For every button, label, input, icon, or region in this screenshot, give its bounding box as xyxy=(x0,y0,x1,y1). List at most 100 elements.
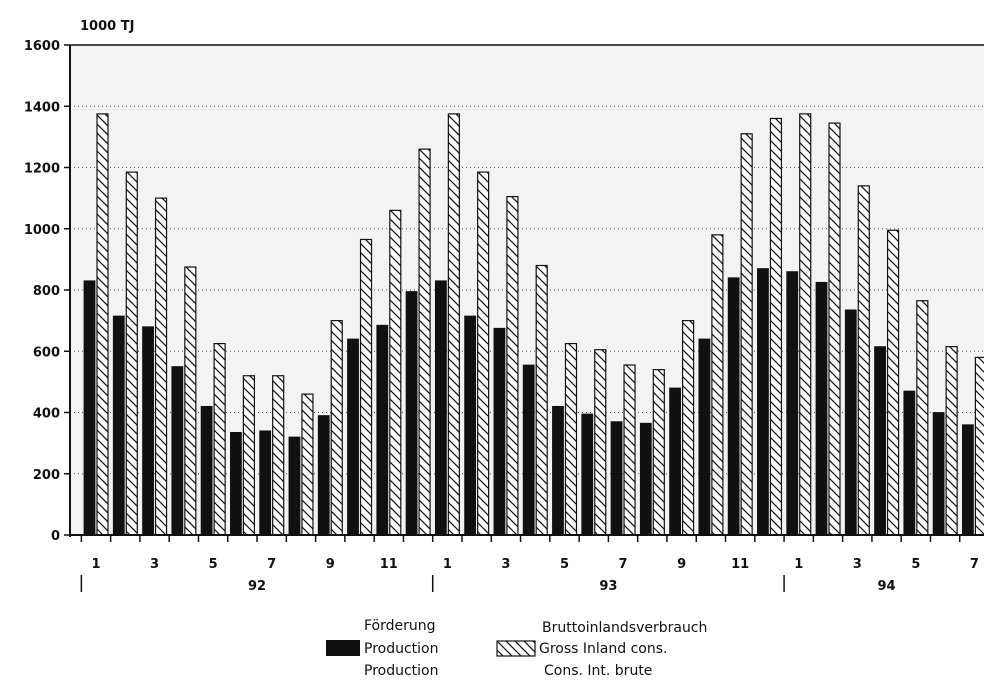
x-month-label: 7 xyxy=(267,557,276,572)
bar-consumption xyxy=(506,195,519,536)
bar-production xyxy=(844,309,857,536)
x-month-label: 1 xyxy=(91,557,100,572)
x-month-label: 5 xyxy=(911,557,920,572)
bar-production xyxy=(669,387,681,536)
x-year-label: 94 xyxy=(878,579,896,594)
bar-consumption xyxy=(272,375,285,536)
bar-consumption xyxy=(769,117,783,536)
bar-production xyxy=(522,364,535,536)
y-tick-label: 400 xyxy=(33,407,60,422)
bar-production xyxy=(142,326,154,536)
y-axis-unit-label: 1000 TJ xyxy=(80,19,134,34)
x-month-label: 11 xyxy=(731,557,749,572)
y-tick-label: 1400 xyxy=(24,100,60,115)
bar-consumption xyxy=(886,229,900,536)
bar-consumption xyxy=(477,171,490,536)
bar-production xyxy=(962,424,974,536)
bar-production xyxy=(581,413,594,536)
y-tick-label: 800 xyxy=(33,284,60,299)
bar-production xyxy=(727,277,740,536)
bar-consumption xyxy=(681,320,695,536)
bar-consumption xyxy=(154,197,168,536)
bar-production xyxy=(786,271,799,536)
x-month-label: 7 xyxy=(619,557,628,572)
y-tick-label: 600 xyxy=(33,345,60,360)
bar-consumption xyxy=(594,349,607,536)
x-month-label: 3 xyxy=(853,557,862,572)
bar-production xyxy=(83,280,96,536)
bar-consumption xyxy=(623,364,636,536)
bar-consumption xyxy=(711,234,724,536)
y-tick-label: 200 xyxy=(33,468,60,483)
bar-consumption xyxy=(125,171,138,536)
legend-production-swatch xyxy=(326,640,360,656)
bar-production xyxy=(200,405,213,536)
bar-consumption xyxy=(828,122,841,536)
legend-consumption-label: Bruttoinlandsverbrauch xyxy=(542,620,707,636)
bar-production xyxy=(171,366,184,536)
bar-production xyxy=(903,390,916,536)
y-tick-label: 0 xyxy=(51,529,60,544)
y-tick-label: 1000 xyxy=(24,223,60,238)
bar-consumption xyxy=(535,264,548,536)
bar-consumption xyxy=(330,320,343,536)
bar-consumption xyxy=(799,113,812,536)
x-month-label: 3 xyxy=(150,557,159,572)
bar-production xyxy=(610,421,623,536)
legend-production-label: Production xyxy=(364,663,438,679)
bar-consumption xyxy=(447,113,460,536)
x-month-label: 9 xyxy=(326,557,335,572)
x-year-label: 93 xyxy=(599,579,617,594)
bar-production xyxy=(112,315,125,536)
bar-consumption xyxy=(916,300,929,536)
bar-production xyxy=(434,280,447,536)
bar-consumption xyxy=(974,356,984,536)
bar-consumption xyxy=(389,209,402,536)
bar-consumption xyxy=(740,133,753,536)
bar-production xyxy=(552,405,564,536)
bars xyxy=(83,113,984,536)
bar-production xyxy=(464,315,477,536)
x-month-label: 7 xyxy=(970,557,979,572)
x-month-label: 11 xyxy=(380,557,398,572)
bar-production xyxy=(288,436,301,536)
bar-production xyxy=(229,432,242,536)
bar-consumption xyxy=(184,266,197,536)
bar-consumption xyxy=(96,113,109,536)
bar-production xyxy=(493,327,506,536)
legend-consumption-label: Gross Inland cons. xyxy=(539,641,667,657)
bar-production xyxy=(376,324,389,536)
bar-production xyxy=(815,281,828,536)
legend-consumption-label: Cons. Int. brute xyxy=(544,663,652,679)
legend-production-label: Production xyxy=(364,641,438,657)
y-tick-label: 1600 xyxy=(24,39,60,54)
legend: Förderung Production Production Bruttoinlan… xyxy=(326,618,707,679)
x-month-label: 5 xyxy=(209,557,218,572)
bar-consumption xyxy=(945,346,958,536)
bar-production xyxy=(698,338,711,536)
bar-production xyxy=(639,422,652,536)
bar-consumption xyxy=(652,369,665,536)
x-month-label: 1 xyxy=(443,557,452,572)
x-month-label: 5 xyxy=(560,557,569,572)
bar-consumption xyxy=(857,185,870,536)
bar-consumption xyxy=(359,238,373,536)
bar-consumption xyxy=(418,148,431,536)
legend-production-label: Förderung xyxy=(364,618,436,634)
bar-consumption xyxy=(213,342,226,536)
bar-production xyxy=(317,415,330,536)
bar-production xyxy=(405,291,418,536)
x-month-label: 1 xyxy=(794,557,803,572)
x-month-label: 3 xyxy=(501,557,510,572)
legend-consumption-swatch xyxy=(496,640,536,657)
bar-consumption xyxy=(301,393,314,536)
bar-production xyxy=(347,338,359,536)
y-tick-label: 1200 xyxy=(24,162,60,177)
bar-production xyxy=(874,346,886,536)
bar-consumption xyxy=(564,342,578,536)
bar-production xyxy=(932,412,945,536)
x-month-label: 9 xyxy=(677,557,686,572)
